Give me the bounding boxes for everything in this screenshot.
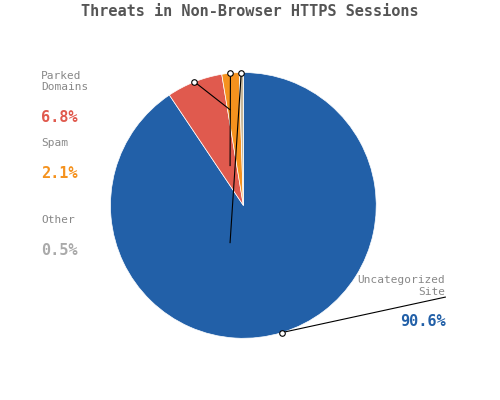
Title: Threats in Non-Browser HTTPS Sessions: Threats in Non-Browser HTTPS Sessions (81, 4, 419, 19)
Text: Parked
Domains: Parked Domains (42, 71, 88, 92)
Text: 0.5%: 0.5% (42, 243, 78, 258)
Text: Spam: Spam (42, 138, 68, 148)
Text: 2.1%: 2.1% (42, 166, 78, 180)
Wedge shape (222, 72, 244, 206)
Text: 90.6%: 90.6% (400, 314, 446, 329)
Wedge shape (170, 74, 244, 206)
Text: Other: Other (42, 215, 75, 225)
Wedge shape (110, 72, 376, 338)
Text: 6.8%: 6.8% (42, 110, 78, 125)
Text: Uncategorized
Site: Uncategorized Site (358, 276, 446, 297)
Wedge shape (239, 72, 244, 206)
